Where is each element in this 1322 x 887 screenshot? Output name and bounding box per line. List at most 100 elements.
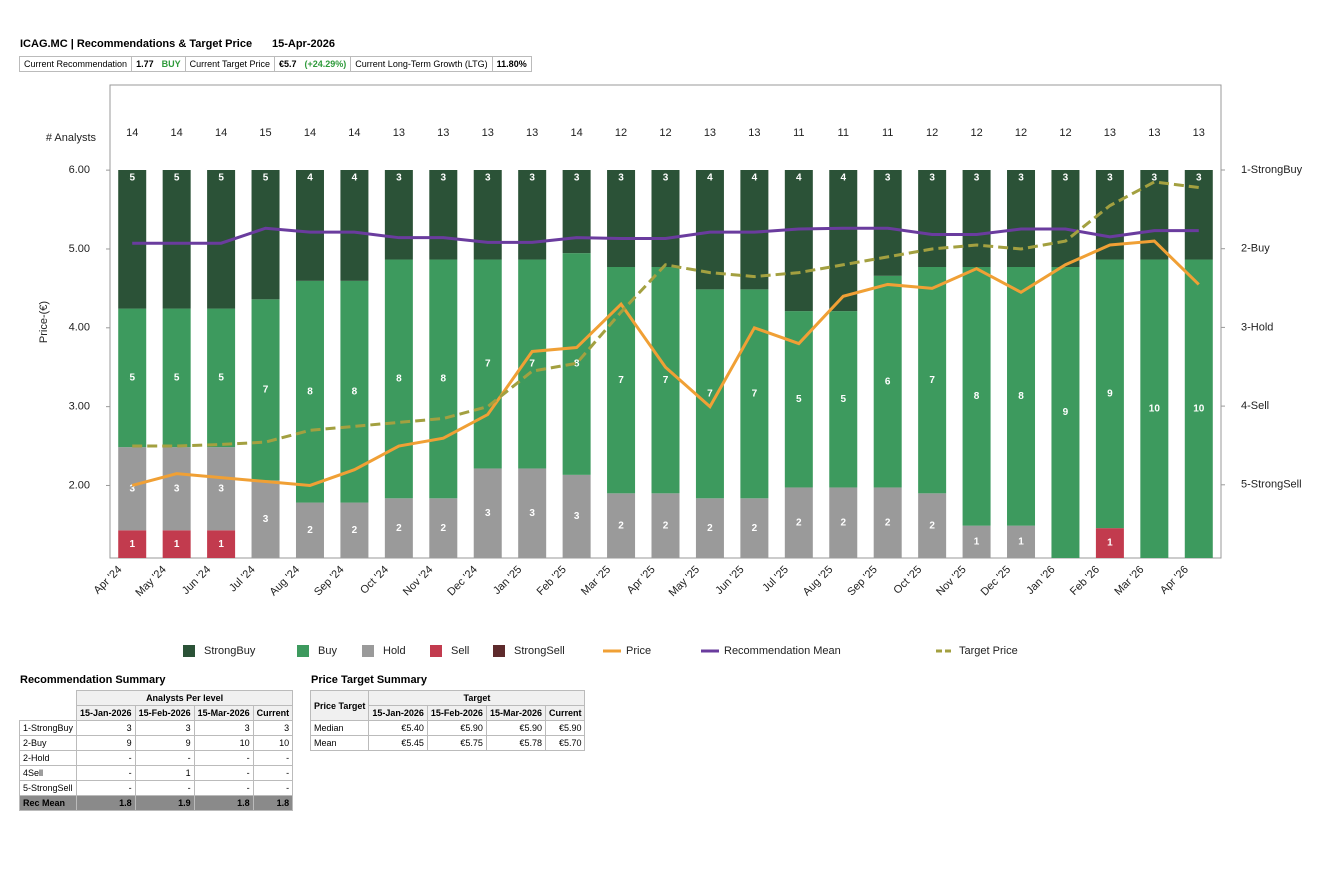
bar-segment bbox=[162, 308, 191, 448]
bar-segment bbox=[295, 280, 324, 503]
bar-segment bbox=[1051, 170, 1080, 267]
bar-label: 1 bbox=[974, 536, 980, 547]
bar-label: 3 bbox=[574, 173, 580, 184]
bar-segment bbox=[1007, 525, 1036, 558]
bar-label: 2 bbox=[707, 523, 713, 534]
table-cell: - bbox=[252, 780, 294, 796]
table-cell: 4Sell bbox=[18, 765, 78, 781]
bar-label: 2 bbox=[885, 517, 891, 528]
total-label: 14 bbox=[304, 127, 316, 139]
total-label: 13 bbox=[482, 127, 494, 139]
bar-label: 8 bbox=[1018, 391, 1024, 402]
table-cell: Median bbox=[309, 720, 370, 736]
bar-label: 10 bbox=[1193, 403, 1205, 414]
bar-segment bbox=[873, 487, 902, 558]
total-label: 14 bbox=[348, 127, 360, 139]
bar-segment bbox=[518, 468, 547, 558]
table-cell: - bbox=[134, 750, 195, 766]
bar-label: 3 bbox=[663, 173, 669, 184]
bar-segment bbox=[962, 170, 991, 267]
x-tick-label: May '25 bbox=[667, 564, 702, 599]
total-label: 13 bbox=[393, 127, 405, 139]
bar-label: 3 bbox=[529, 508, 535, 519]
bar-segment bbox=[651, 170, 680, 267]
recommendation-table: Analysts Per level 15-Jan-2026 15-Feb-2026… bbox=[18, 690, 294, 811]
bar-segment bbox=[118, 170, 147, 309]
table-row: Analysts Per level bbox=[20, 690, 294, 706]
line bbox=[131, 239, 1200, 487]
bar-label: 1 bbox=[1107, 538, 1113, 549]
table-cell: €5.90 bbox=[426, 720, 487, 736]
bar-segment bbox=[207, 308, 236, 448]
bar-label: 4 bbox=[752, 173, 758, 184]
bar-segment bbox=[251, 170, 280, 300]
table-cell: Mean bbox=[309, 735, 370, 751]
bar-label: 3 bbox=[485, 508, 491, 519]
table-cell: €5.40 bbox=[368, 720, 428, 736]
total-label: 11 bbox=[838, 127, 849, 139]
bar-segment bbox=[518, 170, 547, 260]
bar-label: 2 bbox=[840, 517, 846, 528]
bar-label: 3 bbox=[974, 173, 980, 184]
table-cell: 1 bbox=[134, 765, 195, 781]
total-label: 13 bbox=[437, 127, 449, 139]
bar-label: 5 bbox=[218, 372, 224, 383]
bar-label: 3 bbox=[1063, 173, 1069, 184]
y2-tick-label: 2-Buy bbox=[1241, 243, 1270, 255]
bar-segment bbox=[1184, 259, 1213, 558]
y2-tick-label: 5-StrongSell bbox=[1241, 479, 1302, 491]
x-tick-label: Mar '25 bbox=[579, 564, 613, 598]
bar-segment bbox=[340, 502, 369, 558]
legend-label: Buy bbox=[318, 645, 337, 657]
bar-label: 1 bbox=[129, 539, 135, 550]
table-cell: 10 bbox=[252, 735, 294, 751]
date: 15-Apr-2026 bbox=[272, 38, 335, 50]
bar-label: 4 bbox=[707, 173, 713, 184]
table-cell: Target bbox=[368, 690, 586, 706]
bar-segment bbox=[562, 474, 591, 558]
y-tick-label: 6.00 bbox=[69, 164, 90, 176]
table-cell: 15-Jan-2026 bbox=[76, 705, 136, 721]
table-cell: 3 bbox=[252, 720, 294, 736]
bar-label: 3 bbox=[396, 173, 402, 184]
chart: # Analysts Price-(€) 2.00 3.00 4.00 5.00 6.0… bbox=[38, 84, 1303, 657]
bar-segment bbox=[1140, 170, 1169, 260]
x-tick-label: May '24 bbox=[133, 564, 168, 599]
bar-segment bbox=[695, 170, 724, 290]
x-tick-label: Jan '26 bbox=[1024, 564, 1057, 597]
x-tick-label: Nov '24 bbox=[401, 564, 436, 599]
table-cell: 15-Jan-2026 bbox=[368, 705, 428, 721]
x-tick-label: Apr '24 bbox=[92, 564, 125, 597]
table-row: Mean €5.45 €5.75 €5.78 €5.70 bbox=[309, 735, 586, 751]
bar-label: 5 bbox=[129, 173, 135, 184]
table-cell: 15-Feb-2026 bbox=[426, 705, 487, 721]
bar-segment bbox=[873, 275, 902, 488]
total-label: 14 bbox=[171, 127, 183, 139]
bar-label: 3 bbox=[1196, 173, 1202, 184]
bar-segment bbox=[651, 493, 680, 558]
table-cell: €5.90 bbox=[544, 720, 586, 736]
table-title: Recommendation Summary bbox=[20, 674, 166, 686]
x-tick-label: Aug '25 bbox=[801, 564, 836, 599]
bar-segment bbox=[473, 468, 502, 558]
table-cell: 1.8 bbox=[193, 795, 254, 811]
bar-segment bbox=[207, 447, 236, 531]
bar-segment bbox=[918, 493, 947, 558]
bar-label: 5 bbox=[840, 394, 846, 405]
table-cell: - bbox=[252, 750, 294, 766]
bar-label: 3 bbox=[1152, 173, 1158, 184]
legend-swatch bbox=[183, 645, 195, 657]
total-label: 13 bbox=[526, 127, 538, 139]
table-title: Price Target Summary bbox=[311, 674, 427, 686]
bar-segment bbox=[118, 530, 147, 558]
x-tick-label: Apr '26 bbox=[1158, 564, 1191, 597]
bar-segment bbox=[784, 170, 813, 312]
bar-label: 3 bbox=[1018, 173, 1024, 184]
total-label: 13 bbox=[1104, 127, 1116, 139]
x-tick-label: Dec '25 bbox=[979, 564, 1014, 599]
bar-segment bbox=[295, 170, 324, 281]
info-label: Current Long-Term Growth (LTG) bbox=[351, 57, 493, 71]
bar-segment bbox=[918, 170, 947, 267]
table-row: 15-Jan-2026 15-Feb-2026 15-Mar-2026 Current bbox=[20, 705, 294, 721]
table-row: 2-Buy 9 9 10 10 bbox=[18, 735, 294, 751]
